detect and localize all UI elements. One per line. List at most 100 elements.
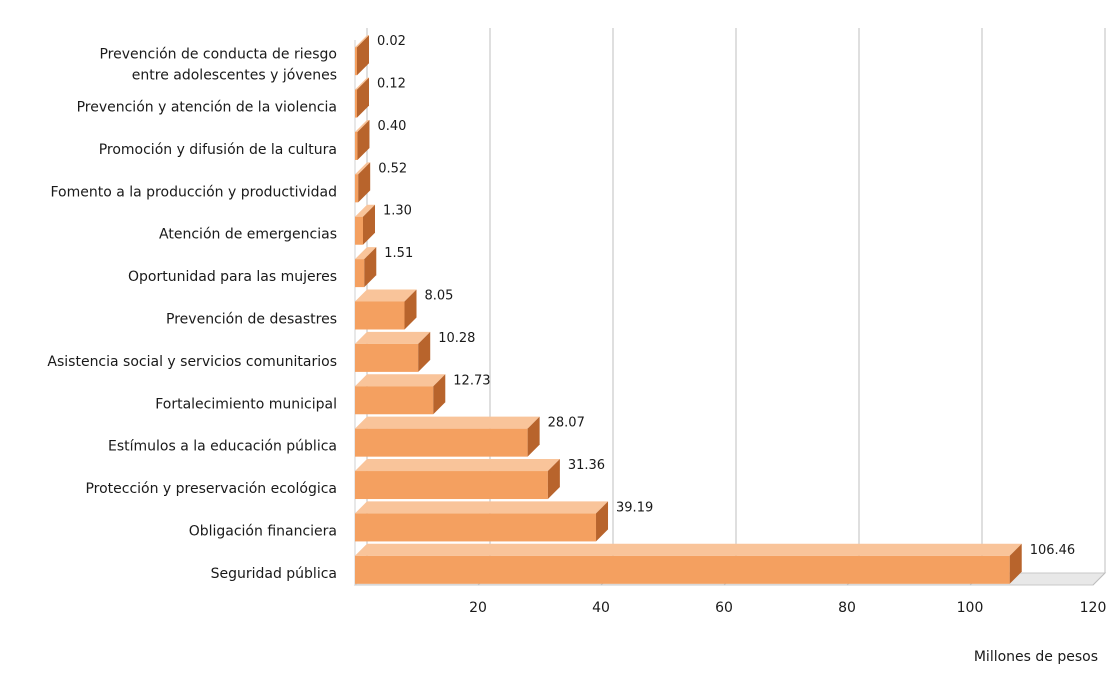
bar	[355, 119, 370, 160]
bar	[355, 331, 431, 372]
bar-front-face	[355, 131, 358, 160]
bar-side-face	[527, 416, 540, 457]
category-label-line: entre adolescentes y jóvenes	[132, 68, 337, 84]
bar-top-face	[355, 77, 369, 90]
category-label-line: Prevención de conducta de riesgo	[99, 47, 337, 63]
x-axis-title: Millones de pesos	[974, 649, 1098, 665]
category-label-line: Protección y preservación ecológica	[85, 481, 337, 497]
bar-front-face	[355, 513, 597, 542]
x-tick-label: 120	[1080, 600, 1107, 616]
category-label: Prevención y atención de la violencia	[77, 100, 337, 116]
bar	[355, 501, 609, 542]
bar-value-label: 0.40	[377, 119, 406, 134]
bar	[355, 289, 417, 330]
category-label-line: Estímulos a la educación pública	[108, 439, 337, 455]
category-label-line: Fortalecimiento municipal	[155, 396, 337, 412]
gridline-floor	[1092, 572, 1106, 586]
bar-value-label: 0.02	[377, 34, 406, 49]
bar-value-label: 0.52	[378, 161, 407, 176]
bar	[355, 459, 560, 500]
bar-side-face	[357, 77, 369, 118]
category-label: Prevención de desastres	[166, 312, 337, 328]
category-label-line: Obligación financiera	[189, 523, 337, 539]
bar	[355, 204, 375, 245]
bar-value-label: 10.28	[438, 331, 475, 346]
bar-front-face	[355, 259, 365, 288]
x-tick-label: 40	[592, 600, 610, 616]
bar-front-face	[355, 216, 363, 245]
bar	[355, 247, 377, 288]
category-label: Protección y preservación ecológica	[85, 481, 337, 497]
bar-value-label: 1.30	[383, 204, 412, 219]
label-layer: 20 40 60 80 100 120 0.02 Prevención de conducta…	[47, 34, 1106, 616]
bar-front-face	[355, 343, 419, 372]
bar-value-label: 106.46	[1030, 543, 1076, 558]
bar-top-face	[355, 331, 431, 344]
bar-side-face	[418, 331, 431, 372]
category-label: Prevención de conducta de riesgo entre ad…	[99, 47, 337, 84]
bar-top-face	[355, 119, 370, 132]
bar-front-face	[355, 89, 357, 118]
bar-value-label: 39.19	[616, 500, 653, 515]
bar-top-face	[355, 289, 417, 302]
bar-top-face	[355, 374, 446, 387]
category-label: Atención de emergencias	[159, 227, 337, 243]
category-label-line: Fomento a la producción y productividad	[50, 184, 337, 200]
bar-value-label: 0.12	[377, 77, 406, 92]
category-label-line: Oportunidad para las mujeres	[128, 269, 337, 285]
category-label-line: Asistencia social y servicios comunitari…	[47, 354, 337, 370]
bar	[355, 374, 446, 415]
bar	[355, 416, 540, 457]
category-label: Oportunidad para las mujeres	[128, 269, 337, 285]
bar-top-face	[355, 35, 369, 48]
bar-front-face	[355, 386, 434, 415]
bar-layer	[355, 35, 1022, 584]
category-label: Fortalecimiento municipal	[155, 396, 337, 412]
bar-top-face	[355, 247, 377, 260]
bar-front-face	[355, 47, 357, 76]
bar-front-face	[355, 555, 1010, 584]
bar-side-face	[358, 162, 371, 203]
bar	[355, 35, 369, 76]
bar-top-face	[355, 543, 1022, 556]
category-label: Obligación financiera	[189, 523, 337, 539]
category-label: Fomento a la producción y productividad	[50, 184, 337, 200]
bar-side-face	[362, 204, 375, 245]
bar	[355, 77, 369, 118]
category-label-line: Promoción y difusión de la cultura	[99, 142, 337, 158]
category-label-line: Atención de emergencias	[159, 227, 337, 243]
bar-top-face	[355, 501, 609, 514]
bar-value-label: 8.05	[425, 289, 454, 304]
category-label: Asistencia social y servicios comunitari…	[47, 354, 337, 370]
bar-side-face	[357, 35, 369, 76]
bar-top-face	[355, 459, 560, 472]
bar-front-face	[355, 471, 548, 500]
bar-side-face	[404, 289, 417, 330]
x-tick-label: 60	[715, 600, 733, 616]
bar-front-face	[355, 428, 528, 457]
bar-front-face	[355, 174, 359, 203]
bar-value-label: 31.36	[568, 458, 605, 473]
bar-value-label: 12.73	[453, 373, 490, 388]
bar-side-face	[1009, 543, 1022, 584]
category-label-line: Prevención de desastres	[166, 312, 337, 328]
category-label-line: Seguridad pública	[211, 566, 337, 582]
bar-side-face	[364, 247, 377, 288]
category-label-line: Prevención y atención de la violencia	[77, 100, 337, 116]
bar	[355, 543, 1022, 584]
x-tick-label: 100	[957, 600, 984, 616]
bar-side-face	[357, 119, 370, 160]
bar-side-face	[547, 459, 560, 500]
bar-side-face	[596, 501, 609, 542]
bar-top-face	[355, 162, 371, 175]
bar-top-face	[355, 204, 375, 217]
x-tick-label: 20	[469, 600, 487, 616]
category-label: Promoción y difusión de la cultura	[99, 142, 337, 158]
x-tick-label: 80	[838, 600, 856, 616]
bar-front-face	[355, 301, 405, 330]
bar-value-label: 1.51	[384, 246, 413, 261]
category-label: Seguridad pública	[211, 566, 337, 582]
bar-top-face	[355, 416, 540, 429]
